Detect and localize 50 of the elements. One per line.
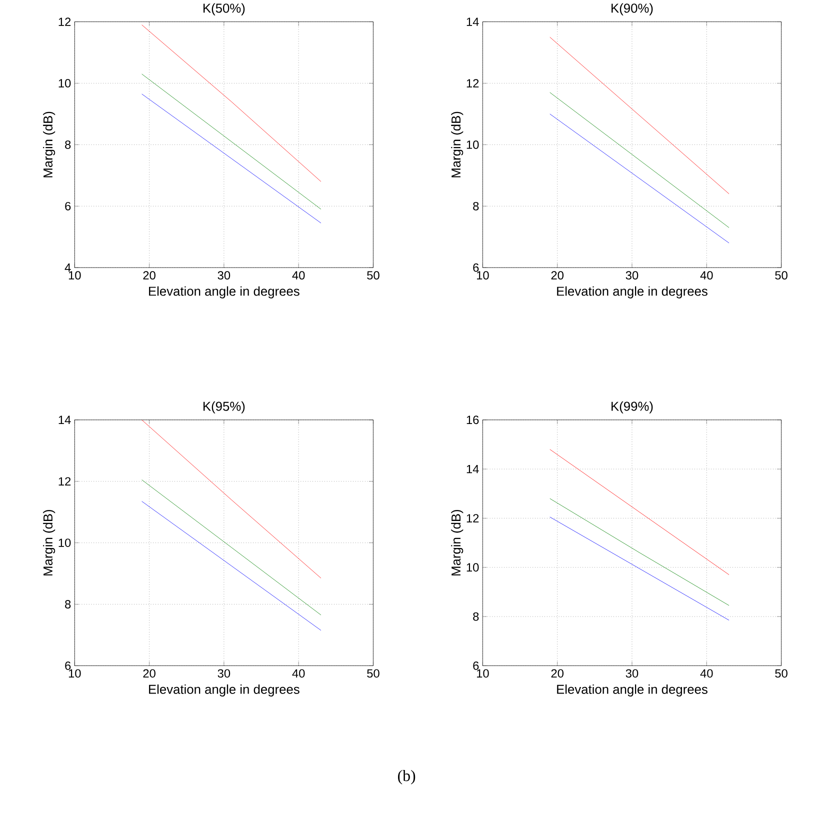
y-axis-title: Margin (dB) [451, 112, 464, 178]
y-tick-label: 10 [58, 538, 71, 548]
y-tick-label: 4 [64, 264, 71, 272]
y-tick-label: 10 [58, 79, 71, 88]
y-tick-label: 10 [466, 563, 479, 572]
y-tick-label: 8 [473, 202, 479, 210]
x-tick-label: 40 [700, 271, 713, 280]
y-tick-label: 6 [473, 662, 479, 670]
x-tick-label: 20 [143, 669, 156, 678]
y-tick-label: 10 [466, 140, 479, 149]
x-tick-label: 50 [367, 271, 380, 280]
y-axis-title: Margin (dB) [451, 510, 464, 576]
x-tick-label: 20 [551, 271, 564, 280]
y-tick-label: 12 [58, 18, 70, 26]
y-tick-label: 16 [466, 416, 479, 424]
y-axis-title: Margin (dB) [42, 510, 56, 576]
x-tick-label: 50 [775, 669, 788, 678]
y-tick-label: 12 [58, 477, 70, 486]
x-axis-title: Elevation angle in degrees [557, 684, 708, 696]
chart-title: K(95%) [203, 401, 245, 414]
x-tick-label: 40 [292, 669, 305, 678]
x-tick-label: 30 [626, 271, 638, 280]
x-tick-label: 20 [143, 271, 156, 280]
x-tick-label: 50 [775, 271, 788, 280]
x-tick-label: 50 [367, 669, 380, 678]
x-tick-label: 30 [626, 669, 638, 678]
y-tick-label: 8 [64, 140, 71, 149]
x-tick-label: 30 [218, 669, 230, 678]
y-tick-label: 6 [65, 202, 71, 210]
y-tick-label: 6 [65, 662, 71, 670]
x-tick-label: 40 [700, 669, 713, 678]
x-axis-title: Elevation angle in degrees [148, 684, 300, 696]
x-axis-title: Elevation angle in degrees [148, 286, 300, 298]
y-tick-label: 8 [473, 612, 479, 621]
x-axis-title: Elevation angle in degrees [557, 286, 708, 298]
y-tick-label: 12 [466, 79, 479, 88]
y-tick-label: 14 [466, 464, 479, 474]
x-tick-label: 20 [551, 669, 564, 678]
y-tick-label: 6 [473, 263, 479, 272]
y-tick-label: 14 [466, 18, 479, 26]
chart-title: K(90%) [612, 3, 653, 16]
y-tick-label: 8 [64, 600, 71, 608]
text: (b) [398, 770, 416, 784]
x-tick-label: 30 [218, 271, 230, 280]
chart-title: K(50%) [203, 3, 245, 16]
y-axis-title: Margin (dB) [42, 112, 56, 178]
chart-title: K(99%) [612, 401, 653, 414]
x-tick-label: 40 [292, 271, 305, 280]
y-tick-label: 12 [466, 514, 479, 522]
y-tick-label: 14 [58, 416, 71, 424]
